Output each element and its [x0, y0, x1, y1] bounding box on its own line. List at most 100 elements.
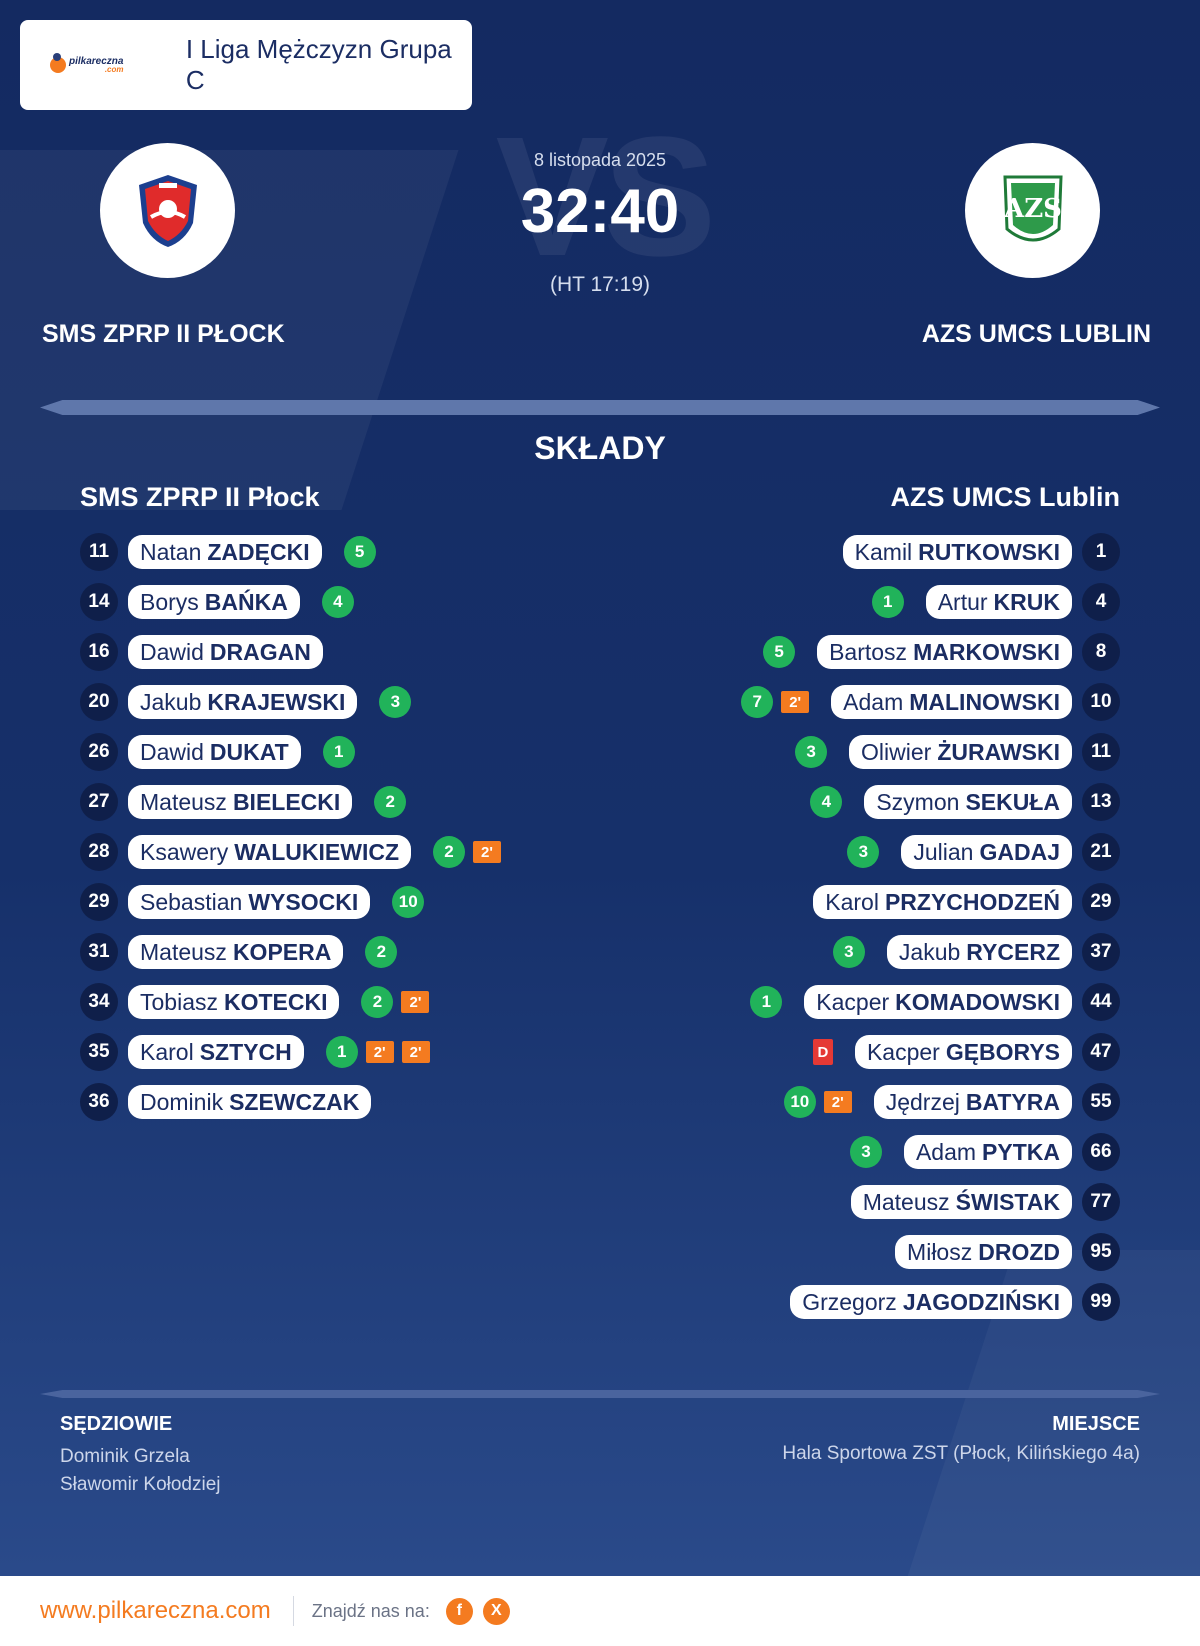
player-first-name: Adam — [915, 1138, 977, 1165]
goals-badge: 1 — [871, 586, 904, 618]
player-name[interactable]: Jakub RYCERZ — [886, 935, 1072, 969]
handball-icon — [50, 53, 66, 73]
svg-text:AZS: AZS — [1003, 194, 1062, 224]
player-name[interactable]: Karol PRZYCHODZEŃ — [813, 885, 1072, 919]
player-first-name: Mateusz — [140, 788, 227, 815]
sms-plock-crest-icon — [138, 174, 197, 247]
player-number: 35 — [80, 1033, 118, 1071]
suspension-badge: 2' — [823, 1091, 852, 1113]
player-first-name: Karol — [140, 1038, 194, 1065]
player-last-name: KOTECKI — [223, 988, 328, 1015]
player-row: 1 Artur KRUK 4 — [741, 577, 1120, 627]
pilkareczna-logo[interactable]: pilkareczna .com — [50, 53, 158, 74]
player-number: 29 — [1082, 883, 1120, 921]
player-stats: 2 — [374, 786, 407, 818]
player-last-name: ŻURAWSKI — [937, 738, 1060, 765]
player-row: Miłosz DROZD 95 — [741, 1227, 1120, 1277]
player-name[interactable]: Mateusz BIELECKI — [128, 785, 353, 819]
player-name[interactable]: Artur KRUK — [925, 585, 1072, 619]
player-name[interactable]: Sebastian WYSOCKI — [128, 885, 371, 919]
player-last-name: DROZD — [978, 1238, 1060, 1265]
goals-badge: 3 — [849, 1136, 882, 1168]
player-stats: 1 — [322, 736, 355, 768]
player-number: 29 — [80, 883, 118, 921]
goals-badge: 3 — [795, 736, 828, 768]
home-squad-name: SMS ZPRP II Płock — [80, 482, 320, 512]
player-name[interactable]: Mateusz KOPERA — [128, 935, 344, 969]
player-name[interactable]: Bartosz MARKOWSKI — [817, 635, 1072, 669]
referee-name: Sławomir Kołodziej — [60, 1474, 221, 1495]
player-name[interactable]: Dominik SZEWCZAK — [128, 1085, 372, 1119]
home-team-logo — [100, 143, 235, 278]
player-stats: 3 — [849, 1136, 882, 1168]
player-first-name: Grzegorz — [802, 1288, 897, 1315]
footer-divider — [292, 1596, 294, 1626]
player-name[interactable]: Grzegorz JAGODZIŃSKI — [790, 1285, 1072, 1319]
player-first-name: Dawid — [140, 638, 204, 665]
player-first-name: Karol — [825, 888, 879, 915]
player-name[interactable]: Julian GADAJ — [901, 835, 1072, 869]
player-last-name: KRUK — [993, 588, 1060, 615]
player-last-name: ZADĘCKI — [207, 538, 310, 565]
player-name[interactable]: Dawid DUKAT — [128, 735, 301, 769]
player-number: 77 — [1082, 1183, 1120, 1221]
player-number: 4 — [1082, 583, 1120, 621]
goals-badge: 5 — [343, 536, 376, 568]
player-row: 27 Mateusz BIELECKI 2 — [80, 777, 501, 827]
player-name[interactable]: Szymon SEKUŁA — [864, 785, 1072, 819]
player-row: 34 Tobiasz KOTECKI 2 2' — [80, 977, 501, 1027]
player-stats: 2 — [365, 936, 398, 968]
player-name[interactable]: Jędrzej BATYRA — [873, 1085, 1072, 1119]
player-last-name: BATYRA — [965, 1088, 1060, 1115]
goals-badge: 2 — [433, 836, 466, 868]
away-team-logo: AZS — [965, 143, 1100, 278]
player-name[interactable]: Kacper GĘBORYS — [854, 1035, 1072, 1069]
player-first-name: Dawid — [140, 738, 204, 765]
player-name[interactable]: Jakub KRAJEWSKI — [128, 685, 358, 719]
player-name[interactable]: Ksawery WALUKIEWICZ — [128, 835, 412, 869]
player-name[interactable]: Natan ZADĘCKI — [128, 535, 322, 569]
match-date: 8 listopada 2025 — [533, 150, 667, 170]
player-name[interactable]: Kamil RUTKOWSKI — [842, 535, 1072, 569]
goals-badge: 4 — [321, 586, 354, 618]
player-name[interactable]: Karol SZTYCH — [128, 1035, 304, 1069]
player-number: 10 — [1082, 683, 1120, 721]
player-stats: D — [812, 1039, 833, 1065]
player-name[interactable]: Miłosz DROZD — [895, 1235, 1072, 1269]
player-name[interactable]: Tobiasz KOTECKI — [128, 985, 340, 1019]
facebook-icon[interactable]: f — [445, 1597, 473, 1625]
referee-name: Dominik Grzela — [60, 1446, 190, 1467]
player-number: 11 — [1082, 733, 1120, 771]
player-row: Mateusz ŚWISTAK 77 — [741, 1177, 1120, 1227]
player-number: 11 — [80, 533, 118, 571]
player-stats: 10 2' — [783, 1086, 852, 1118]
player-last-name: PRZYCHODZEŃ — [884, 888, 1060, 915]
goals-badge: 3 — [847, 836, 880, 868]
player-last-name: SEKUŁA — [965, 788, 1060, 815]
player-first-name: Adam — [843, 688, 904, 715]
player-name[interactable]: Adam PYTKA — [903, 1135, 1072, 1169]
goals-badge: 2 — [365, 936, 398, 968]
brand-domain: .com — [104, 65, 124, 74]
player-row: 3 Julian GADAJ 21 — [741, 827, 1120, 877]
player-name[interactable]: Adam MALINOWSKI — [831, 685, 1072, 719]
website-link[interactable]: www.pilkareczna.com — [40, 1597, 271, 1624]
player-number: 27 — [80, 783, 118, 821]
player-row: 20 Jakub KRAJEWSKI 3 — [80, 677, 501, 727]
referees-title: SĘDZIOWIE — [60, 1413, 173, 1435]
player-name[interactable]: Mateusz ŚWISTAK — [850, 1185, 1072, 1219]
player-first-name: Jakub — [898, 938, 961, 965]
player-name[interactable]: Kacper KOMADOWSKI — [804, 985, 1072, 1019]
suspension-badge: 2' — [473, 841, 501, 863]
player-row: Grzegorz JAGODZIŃSKI 99 — [741, 1277, 1120, 1327]
goals-badge: 5 — [763, 636, 796, 668]
x-icon[interactable]: X — [482, 1597, 510, 1625]
match-card: VS pilkareczna .com I Liga Mężczyzn Grupa… — [0, 0, 1200, 1576]
player-name[interactable]: Dawid DRAGAN — [128, 635, 323, 669]
squads-title: SKŁADY — [534, 430, 666, 466]
footer: www.pilkareczna.com Znajdź nas na: f X — [0, 1576, 1200, 1646]
player-name[interactable]: Oliwier ŻURAWSKI — [849, 735, 1072, 769]
player-last-name: WALUKIEWICZ — [234, 838, 400, 865]
player-first-name: Bartosz — [829, 638, 908, 665]
player-name[interactable]: Borys BAŃKA — [128, 585, 300, 619]
